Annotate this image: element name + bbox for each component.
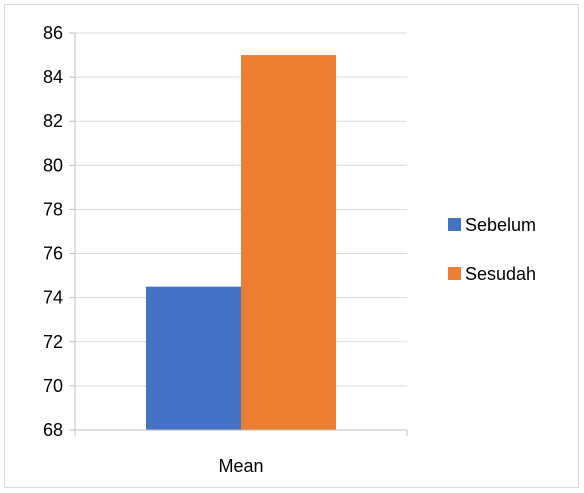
bar-sebelum-mean <box>146 286 241 430</box>
y-tick-label: 78 <box>43 199 63 219</box>
axes <box>74 33 408 436</box>
y-axis-ticks: 68 70 72 74 76 78 80 82 84 86 <box>43 23 75 440</box>
x-axis-labels: Mean <box>218 456 263 476</box>
y-tick-label: 84 <box>43 67 63 87</box>
y-tick-label: 68 <box>43 420 63 440</box>
y-tick-label: 74 <box>43 288 63 308</box>
legend-label-sesudah[interactable]: Sesudah <box>465 264 536 284</box>
bar-sesudah-mean <box>241 55 336 431</box>
legend-swatch-sesudah[interactable] <box>448 267 461 280</box>
y-tick-label: 70 <box>43 376 63 396</box>
bars <box>146 55 336 431</box>
y-tick-label: 86 <box>43 23 63 43</box>
legend[interactable]: Sebelum Sesudah <box>448 215 536 284</box>
legend-label-sebelum[interactable]: Sebelum <box>465 215 536 235</box>
legend-swatch-sebelum[interactable] <box>448 218 461 231</box>
y-tick-label: 72 <box>43 332 63 352</box>
y-tick-label: 82 <box>43 111 63 131</box>
y-tick-label: 76 <box>43 244 63 264</box>
x-category-label: Mean <box>218 456 263 476</box>
y-tick-label: 80 <box>43 155 63 175</box>
